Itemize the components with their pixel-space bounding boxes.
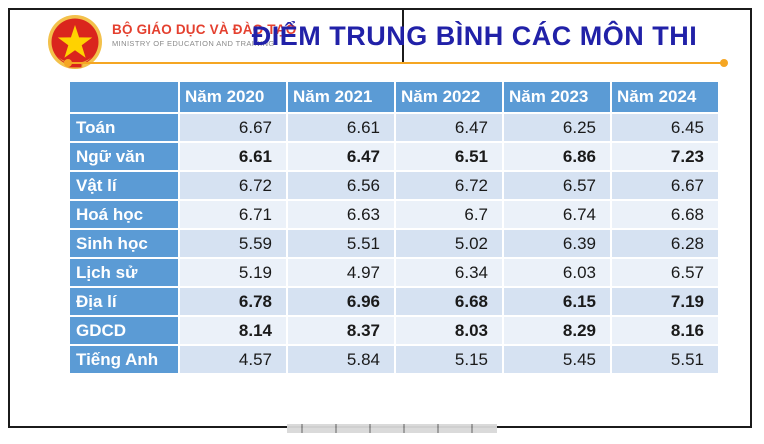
score-cell: 6.68 — [612, 201, 718, 228]
ministry-subtitle: MINISTRY OF EDUCATION AND TRAINING — [112, 38, 275, 48]
subject-row-label: Sinh học — [70, 230, 178, 257]
subject-row-label: Địa lí — [70, 288, 178, 315]
table-row: Địa lí 6.78 6.96 6.68 6.15 7.19 — [70, 288, 718, 315]
score-cell: 6.45 — [612, 114, 718, 141]
subject-row-label: Hoá học — [70, 201, 178, 228]
scores-table-body: Toán 6.67 6.61 6.47 6.25 6.45 Ngữ văn 6.61 6.47 6… — [70, 114, 718, 373]
score-cell: 6.67 — [612, 172, 718, 199]
score-cell: 8.03 — [396, 317, 502, 344]
table-row: Tiếng Anh 4.57 5.84 5.15 5.45 5.51 — [70, 346, 718, 373]
score-cell: 6.28 — [612, 230, 718, 257]
score-cell: 6.57 — [504, 172, 610, 199]
slide-title: ĐIỂM TRUNG BÌNH CÁC MÔN THI — [251, 21, 698, 51]
score-cell: 6.68 — [396, 288, 502, 315]
table-row: Ngữ văn 6.61 6.47 6.51 6.86 7.23 — [70, 143, 718, 170]
score-cell: 6.63 — [288, 201, 394, 228]
score-cell: 6.51 — [396, 143, 502, 170]
subject-row-label: Ngữ văn — [70, 143, 178, 170]
score-cell: 6.61 — [288, 114, 394, 141]
table-row: Vật lí 6.72 6.56 6.72 6.57 6.67 — [70, 172, 718, 199]
score-cell: 6.34 — [396, 259, 502, 286]
table-row: Toán 6.67 6.61 6.47 6.25 6.45 — [70, 114, 718, 141]
score-cell: 5.15 — [396, 346, 502, 373]
score-cell: 6.25 — [504, 114, 610, 141]
score-cell: 6.72 — [396, 172, 502, 199]
subject-row-label: Vật lí — [70, 172, 178, 199]
score-cell: 8.14 — [180, 317, 286, 344]
table-row: Sinh học 5.59 5.51 5.02 6.39 6.28 — [70, 230, 718, 257]
score-cell: 7.19 — [612, 288, 718, 315]
score-cell: 6.67 — [180, 114, 286, 141]
corner-cell — [70, 82, 178, 112]
score-cell: 8.16 — [612, 317, 718, 344]
score-cell: 5.59 — [180, 230, 286, 257]
header-row: Năm 2020 Năm 2021 Năm 2022 Năm 2023 Năm 2024 — [70, 82, 718, 112]
score-cell: 7.23 — [612, 143, 718, 170]
score-cell: 6.74 — [504, 201, 610, 228]
score-cell: 6.86 — [504, 143, 610, 170]
watermark-strip — [287, 424, 497, 433]
score-cell: 5.51 — [612, 346, 718, 373]
subject-row-label: Lịch sử — [70, 259, 178, 286]
table-row: GDCD 8.14 8.37 8.03 8.29 8.16 — [70, 317, 718, 344]
score-cell: 6.15 — [504, 288, 610, 315]
score-cell: 6.57 — [612, 259, 718, 286]
score-cell: 4.57 — [180, 346, 286, 373]
slide: BỘ GIÁO DỤC VÀ ĐÀO TẠO MINISTRY OF EDUCA… — [8, 8, 752, 428]
score-cell: 6.47 — [288, 143, 394, 170]
score-cell: 6.96 — [288, 288, 394, 315]
ministry-name: BỘ GIÁO DỤC VÀ ĐÀO TẠO — [112, 22, 297, 37]
score-cell: 6.72 — [180, 172, 286, 199]
score-cell: 5.84 — [288, 346, 394, 373]
score-cell: 6.47 — [396, 114, 502, 141]
score-cell: 6.78 — [180, 288, 286, 315]
score-cell: 6.71 — [180, 201, 286, 228]
score-cell: 5.19 — [180, 259, 286, 286]
score-cell: 8.29 — [504, 317, 610, 344]
subject-row-label: GDCD — [70, 317, 178, 344]
score-cell: 6.03 — [504, 259, 610, 286]
year-column-header: Năm 2021 — [288, 82, 394, 112]
year-column-header: Năm 2024 — [612, 82, 718, 112]
subject-row-label: Toán — [70, 114, 178, 141]
score-cell: 6.7 — [396, 201, 502, 228]
year-column-header: Năm 2020 — [180, 82, 286, 112]
score-cell: 4.97 — [288, 259, 394, 286]
scores-table-head: Năm 2020 Năm 2021 Năm 2022 Năm 2023 Năm 2024 — [70, 82, 718, 112]
divider-line — [64, 59, 728, 67]
score-cell: 6.61 — [180, 143, 286, 170]
table-row: Hoá học 6.71 6.63 6.7 6.74 6.68 — [70, 201, 718, 228]
ministry-text-block: BỘ GIÁO DỤC VÀ ĐÀO TẠO MINISTRY OF EDUCA… — [112, 22, 296, 48]
year-column-header: Năm 2022 — [396, 82, 502, 112]
score-cell: 5.02 — [396, 230, 502, 257]
score-cell: 6.56 — [288, 172, 394, 199]
score-cell: 5.51 — [288, 230, 394, 257]
score-cell: 8.37 — [288, 317, 394, 344]
year-column-header: Năm 2023 — [504, 82, 610, 112]
scores-table: Năm 2020 Năm 2021 Năm 2022 Năm 2023 Năm 2024… — [68, 80, 720, 375]
table-row: Lịch sử 5.19 4.97 6.34 6.03 6.57 — [70, 259, 718, 286]
separator-line — [402, 10, 404, 63]
score-cell: 5.45 — [504, 346, 610, 373]
score-cell: 6.39 — [504, 230, 610, 257]
ministry-emblem-icon — [46, 13, 104, 71]
subject-row-label: Tiếng Anh — [70, 346, 178, 373]
